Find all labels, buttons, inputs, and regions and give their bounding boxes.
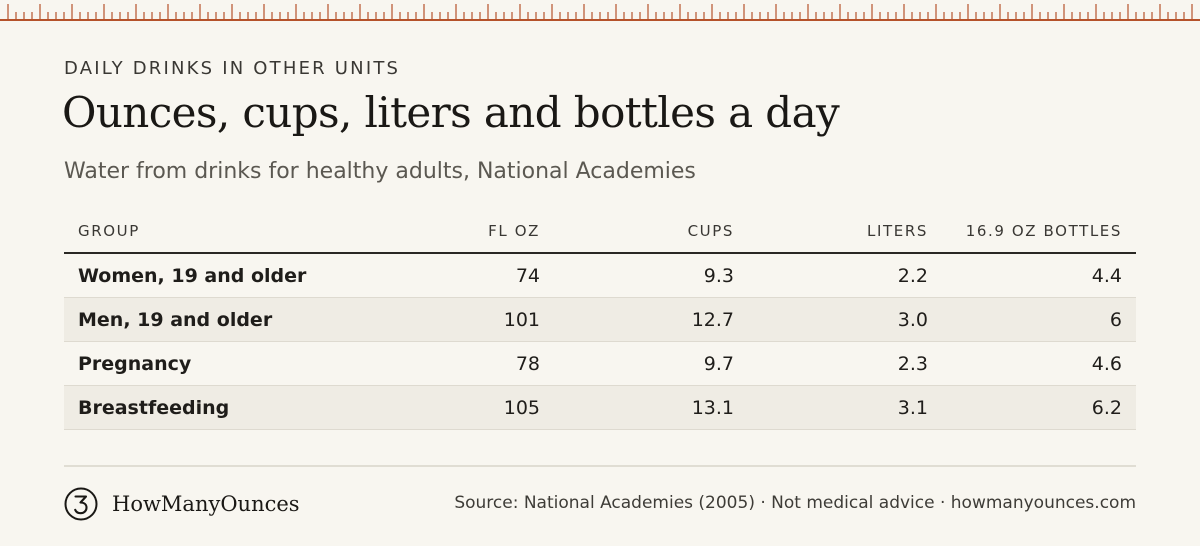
table-row: Breastfeeding 105 13.1 3.1 6.2 bbox=[64, 385, 1136, 430]
column-header-bottles: 16.9 OZ BOTTLES bbox=[942, 210, 1136, 254]
column-header-fl-oz: FL OZ bbox=[394, 210, 554, 254]
cell-fl-oz: 101 bbox=[394, 297, 554, 342]
drinks-table: GROUP FL OZ CUPS LITERS 16.9 OZ BOTTLES … bbox=[64, 210, 1136, 430]
cell-cups: 9.3 bbox=[554, 253, 748, 298]
cell-group: Breastfeeding bbox=[64, 385, 394, 430]
cell-fl-oz: 78 bbox=[394, 341, 554, 386]
cell-fl-oz: 105 bbox=[394, 385, 554, 430]
cell-liters: 3.0 bbox=[748, 297, 942, 342]
cell-liters: 2.2 bbox=[748, 253, 942, 298]
ruler-border bbox=[0, 0, 1200, 22]
cell-group: Women, 19 and older bbox=[64, 253, 394, 298]
cell-cups: 12.7 bbox=[554, 297, 748, 342]
brand-name: HowManyOunces bbox=[112, 492, 300, 516]
column-header-liters: LITERS bbox=[748, 210, 942, 254]
cell-liters: 2.3 bbox=[748, 341, 942, 386]
brand-logo: HowManyOunces bbox=[64, 487, 300, 521]
cell-group: Pregnancy bbox=[64, 341, 394, 386]
source-note: Source: National Academies (2005) · Not … bbox=[454, 493, 1136, 513]
cell-cups: 13.1 bbox=[554, 385, 748, 430]
numeral-3-circle-icon bbox=[64, 487, 98, 521]
eyebrow-label: DAILY DRINKS IN OTHER UNITS bbox=[64, 58, 401, 79]
ruler-ticks bbox=[0, 4, 1200, 21]
table-row: Pregnancy 78 9.7 2.3 4.6 bbox=[64, 341, 1136, 386]
cell-fl-oz: 74 bbox=[394, 253, 554, 298]
cell-group: Men, 19 and older bbox=[64, 297, 394, 342]
page-subtitle: Water from drinks for healthy adults, Na… bbox=[64, 159, 696, 184]
cell-bottles: 6.2 bbox=[942, 385, 1136, 430]
page-title: Ounces, cups, liters and bottles a day bbox=[62, 88, 840, 137]
cell-cups: 9.7 bbox=[554, 341, 748, 386]
cell-liters: 3.1 bbox=[748, 385, 942, 430]
column-header-group: GROUP bbox=[64, 210, 394, 254]
table-row: Women, 19 and older 74 9.3 2.2 4.4 bbox=[64, 253, 1136, 298]
column-header-cups: CUPS bbox=[554, 210, 748, 254]
table-row: Men, 19 and older 101 12.7 3.0 6 bbox=[64, 297, 1136, 342]
cell-bottles: 6 bbox=[942, 297, 1136, 342]
cell-bottles: 4.6 bbox=[942, 341, 1136, 386]
footer-divider bbox=[64, 465, 1136, 467]
table-header-row: GROUP FL OZ CUPS LITERS 16.9 OZ BOTTLES bbox=[64, 210, 1136, 254]
cell-bottles: 4.4 bbox=[942, 253, 1136, 298]
